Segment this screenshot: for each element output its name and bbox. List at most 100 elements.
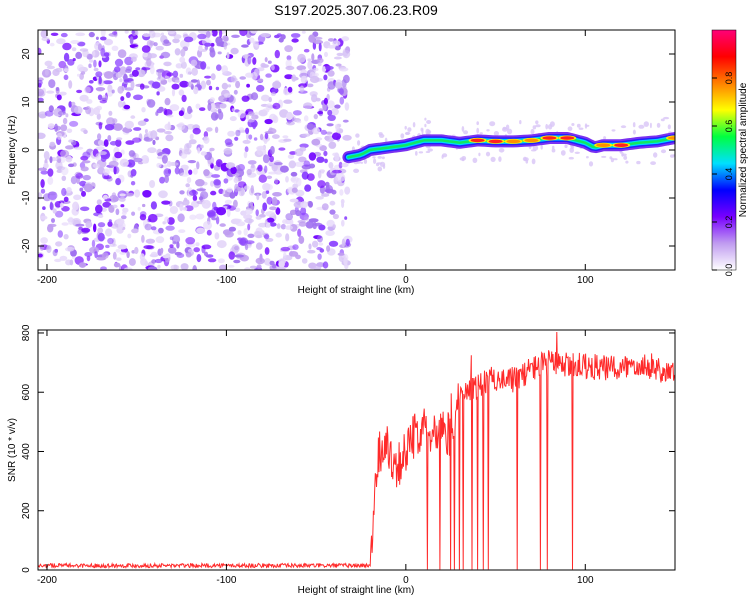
noise-blob (297, 228, 302, 237)
noise-blob (328, 141, 337, 149)
noise-blob (216, 64, 222, 71)
noise-blob (285, 176, 289, 183)
noise-blob (285, 213, 293, 221)
noise-blob (262, 154, 270, 164)
noise-blob (157, 70, 161, 80)
noise-blob (249, 37, 255, 43)
noise-blob (39, 244, 44, 251)
noise-blob (196, 254, 202, 263)
noise-blob (193, 86, 199, 95)
ridge-halo (425, 151, 431, 153)
noise-blob (282, 135, 289, 139)
noise-blob (118, 220, 124, 230)
noise-blob (307, 58, 312, 62)
noise-blob (221, 82, 229, 90)
noise-blob (287, 86, 293, 93)
noise-blob (115, 72, 123, 78)
noise-blob (185, 67, 192, 75)
noise-blob (70, 40, 80, 44)
noise-blob (278, 147, 286, 151)
noise-blob (148, 30, 156, 39)
noise-blob (254, 231, 262, 238)
noise-blob (129, 36, 134, 45)
noise-blob (179, 190, 185, 195)
noise-blob (97, 94, 103, 101)
noise-blob (144, 223, 152, 231)
noise-blob (135, 67, 141, 71)
colorbar-tick-label: 0.2 (724, 216, 734, 229)
noise-blob (40, 170, 48, 175)
noise-blob (44, 69, 49, 76)
y-tick-label: -20 (21, 238, 32, 253)
noise-blob (313, 113, 318, 120)
noise-blob (199, 107, 206, 111)
noise-blob (185, 252, 192, 258)
noise-blob (82, 151, 91, 159)
noise-blob (71, 47, 77, 52)
ridge-halo (638, 124, 645, 129)
noise-blob (68, 80, 73, 89)
noise-blob (197, 30, 207, 34)
noise-blob (243, 151, 248, 159)
noise-blob (115, 139, 122, 147)
noise-blob (335, 173, 346, 182)
snr-y-ticks: 0 200 400 600 800 (21, 324, 675, 573)
y-tick-label: 0 (21, 147, 32, 153)
noise-blob (288, 160, 296, 169)
noise-blob (213, 179, 221, 186)
noise-blob (225, 162, 236, 169)
ridge-halo (653, 152, 658, 158)
noise-blob (60, 166, 69, 176)
noise-blob (241, 44, 249, 48)
noise-blob (50, 32, 59, 36)
ridge-halo (427, 148, 434, 152)
noise-blob (181, 94, 187, 103)
noise-blob (256, 147, 264, 156)
noise-blob (327, 100, 335, 109)
noise-blob (328, 38, 335, 42)
noise-blob (195, 179, 205, 187)
noise-blob (187, 160, 197, 164)
noise-blob (205, 30, 211, 38)
noise-blob (167, 161, 172, 168)
noise-blob (172, 241, 177, 245)
ridge-halo (425, 128, 431, 135)
noise-blob (156, 128, 166, 133)
snr-x-label: Height of straight line (km) (298, 585, 415, 596)
noise-blob (96, 105, 102, 111)
x-tick-label: 0 (403, 575, 409, 586)
noise-blob (98, 151, 107, 156)
noise-blob (139, 83, 145, 90)
noise-blob (107, 221, 113, 227)
noise-blob (227, 264, 235, 268)
noise-blob (334, 104, 341, 109)
noise-blob (131, 211, 136, 216)
noise-blob (247, 160, 257, 165)
noise-blob (243, 214, 253, 220)
noise-blob (56, 132, 63, 140)
ridge-halo (379, 161, 386, 167)
noise-blob (255, 43, 259, 48)
ridge-halo (660, 118, 665, 122)
noise-blob (235, 165, 241, 172)
y-tick-label: 0 (21, 567, 32, 573)
noise-blob (169, 206, 179, 214)
noise-blob (237, 181, 247, 188)
noise-blob (43, 162, 49, 169)
noise-blob (104, 124, 115, 131)
ridge-halo (373, 158, 377, 164)
noise-blob (261, 64, 269, 68)
ridge-halo (547, 124, 553, 130)
noise-blob (269, 155, 274, 163)
noise-blob (326, 219, 335, 227)
noise-blob (307, 249, 316, 254)
noise-blob (98, 60, 102, 68)
noise-blob (147, 266, 158, 270)
noise-blob (224, 199, 232, 205)
noise-blob (291, 38, 299, 43)
noise-blob (67, 59, 75, 66)
noise-blob (251, 164, 255, 169)
noise-blob (244, 185, 250, 190)
noise-blob (60, 32, 68, 38)
noise-blob (268, 171, 278, 175)
